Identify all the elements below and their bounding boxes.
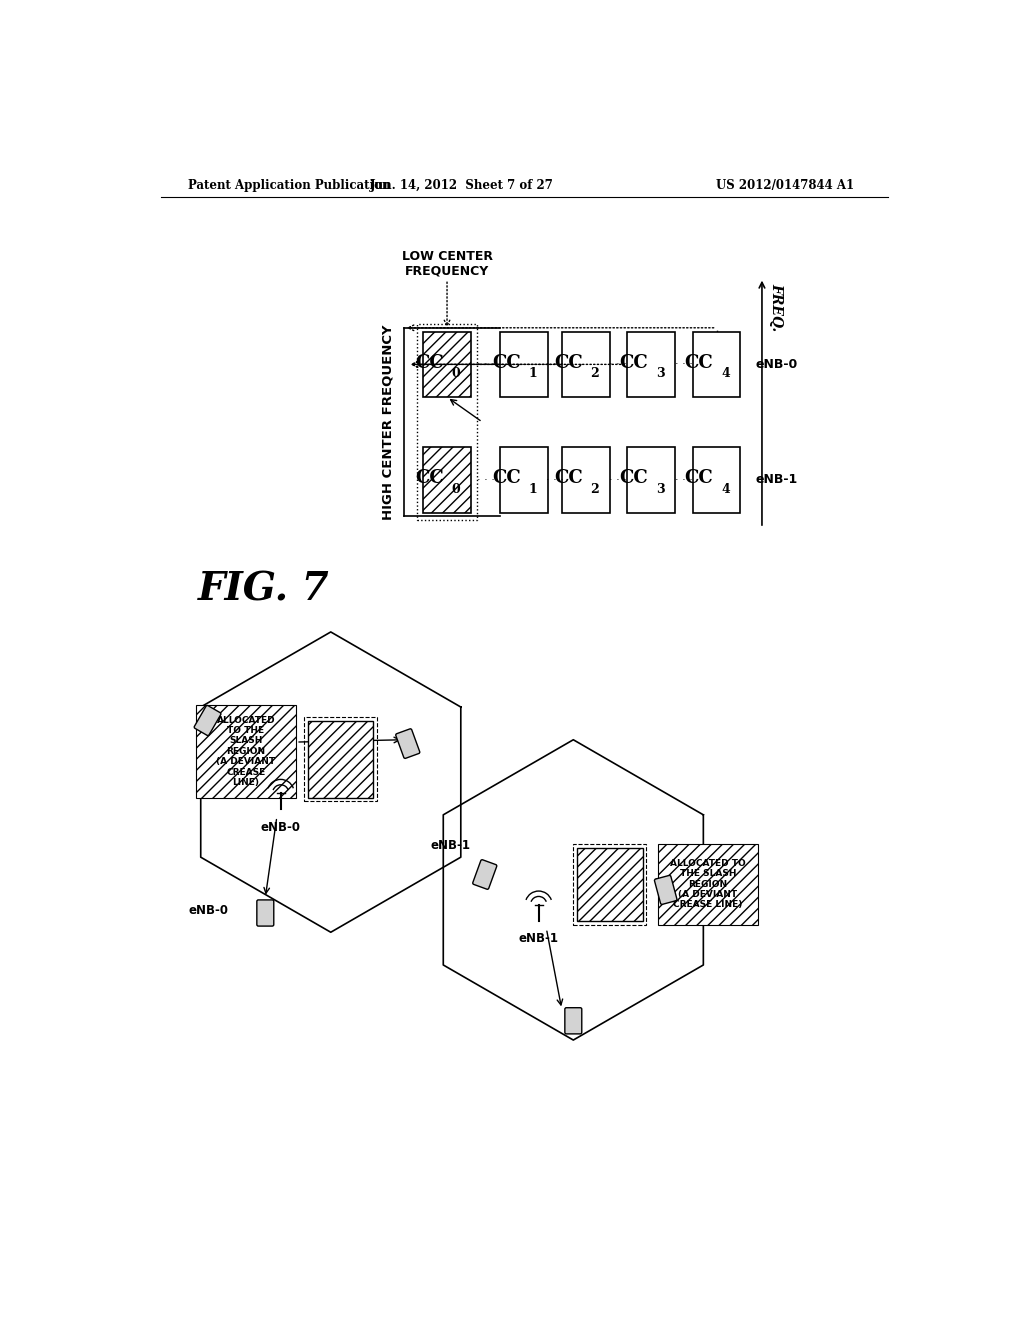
Text: US 2012/0147844 A1: US 2012/0147844 A1 xyxy=(716,178,854,191)
Text: 0: 0 xyxy=(452,367,461,380)
Text: Jun. 14, 2012  Sheet 7 of 27: Jun. 14, 2012 Sheet 7 of 27 xyxy=(370,178,554,191)
Bar xyxy=(307,721,373,797)
FancyBboxPatch shape xyxy=(195,705,221,735)
Text: CC: CC xyxy=(620,470,648,487)
Text: CC: CC xyxy=(554,470,583,487)
Text: eNB-0: eNB-0 xyxy=(261,821,301,834)
Text: 3: 3 xyxy=(655,367,665,380)
Text: HIGH CENTER FREQUENCY: HIGH CENTER FREQUENCY xyxy=(382,325,394,520)
Bar xyxy=(500,447,548,512)
Text: eNB-1: eNB-1 xyxy=(519,932,559,945)
Bar xyxy=(500,331,548,397)
Text: · · ·: · · · xyxy=(675,359,693,370)
Bar xyxy=(628,447,675,512)
Text: · · ·: · · · xyxy=(609,359,628,370)
Text: 4: 4 xyxy=(721,483,730,496)
Text: FIG. 7: FIG. 7 xyxy=(199,570,330,609)
Text: · · ·: · · · xyxy=(546,359,564,370)
Text: · · ·: · · · xyxy=(476,359,495,370)
Bar xyxy=(423,331,471,397)
Bar xyxy=(562,331,609,397)
Bar xyxy=(658,843,758,924)
Text: ALLOCATED
TO THE
SLASH
REGION
(A DEVIANT
CREASE
LINE): ALLOCATED TO THE SLASH REGION (A DEVIANT… xyxy=(216,715,275,787)
Text: FREQ.: FREQ. xyxy=(770,284,783,331)
Bar xyxy=(196,705,296,797)
FancyBboxPatch shape xyxy=(565,1007,582,1034)
Text: 4: 4 xyxy=(721,367,730,380)
Text: eNB-0: eNB-0 xyxy=(756,358,798,371)
Text: · · ·: · · · xyxy=(675,475,693,484)
FancyBboxPatch shape xyxy=(473,859,497,890)
Bar xyxy=(562,447,609,512)
Text: CC: CC xyxy=(554,354,583,372)
Bar xyxy=(578,847,643,921)
FancyBboxPatch shape xyxy=(654,875,677,904)
Bar xyxy=(423,447,471,512)
Text: 1: 1 xyxy=(528,367,538,380)
Text: CC: CC xyxy=(685,354,714,372)
Text: · · ·: · · · xyxy=(476,475,495,484)
Text: CC: CC xyxy=(415,470,444,487)
Bar xyxy=(628,331,675,397)
Bar xyxy=(417,323,477,520)
Text: 0: 0 xyxy=(452,483,461,496)
Text: eNB-1: eNB-1 xyxy=(756,474,798,486)
FancyBboxPatch shape xyxy=(257,900,273,927)
Bar xyxy=(692,447,740,512)
Text: 2: 2 xyxy=(590,367,599,380)
Text: eNB-1: eNB-1 xyxy=(431,840,471,853)
Text: 1: 1 xyxy=(528,483,538,496)
Bar xyxy=(304,717,377,801)
Text: eNB-0: eNB-0 xyxy=(188,904,228,917)
FancyBboxPatch shape xyxy=(395,729,420,759)
Text: Patent Application Publication: Patent Application Publication xyxy=(188,178,391,191)
Bar xyxy=(573,843,646,924)
Text: · · ·: · · · xyxy=(546,475,564,484)
Text: CC: CC xyxy=(493,470,521,487)
Text: CC: CC xyxy=(493,354,521,372)
Text: 2: 2 xyxy=(590,483,599,496)
Text: CC: CC xyxy=(415,354,444,372)
Text: 3: 3 xyxy=(655,483,665,496)
Bar xyxy=(692,331,740,397)
Text: CC: CC xyxy=(685,470,714,487)
Text: CC: CC xyxy=(620,354,648,372)
Text: ALLOCATED TO
THE SLASH
REGION
(A DEVIANT
CREASE LINE): ALLOCATED TO THE SLASH REGION (A DEVIANT… xyxy=(670,859,745,909)
Text: · · ·: · · · xyxy=(609,475,628,484)
Text: LOW CENTER
FREQUENCY: LOW CENTER FREQUENCY xyxy=(401,249,493,277)
